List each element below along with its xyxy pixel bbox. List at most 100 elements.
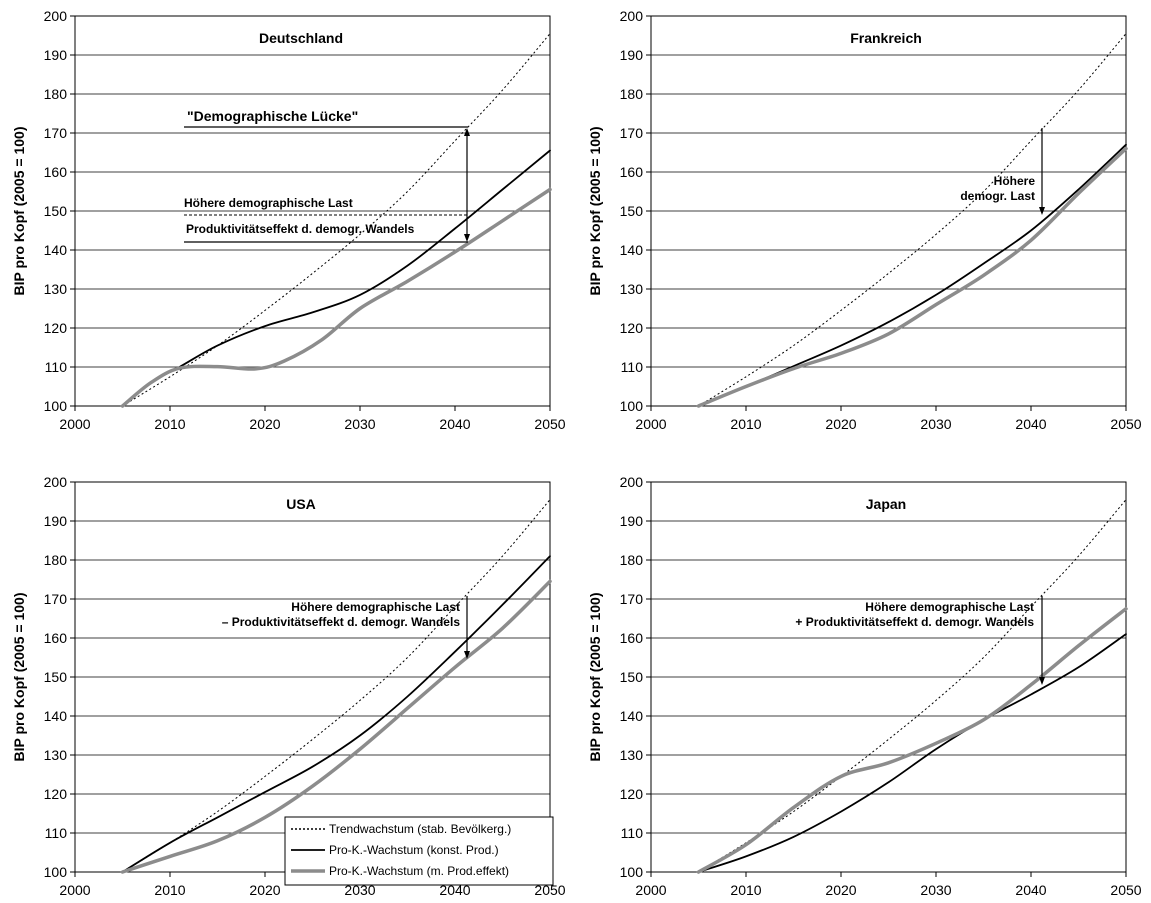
chart-panel-japan: Japan 100 110 120 130 140 150 160 170 180 190 200 2… xyxy=(587,474,1142,898)
y-axis-label: BIP pro Kopf (2005 = 100) xyxy=(11,593,27,762)
x-tick-label: 2050 xyxy=(1110,882,1141,898)
y-tick-label: 150 xyxy=(44,203,68,219)
legend-label-konst: Pro-K.-Wachstum (konst. Prod.) xyxy=(329,843,499,857)
annotation-produktivitaetseffekt: Produktivitätseffekt d. demogr. Wandels xyxy=(186,222,415,236)
x-tick-label: 2050 xyxy=(1110,416,1141,432)
y-tick-label: 100 xyxy=(620,864,644,880)
y-tick-label: 110 xyxy=(45,825,68,841)
y-tick-label: 130 xyxy=(620,747,644,763)
annotation-demogr-last: demogr. Last xyxy=(960,189,1035,203)
y-tick-label: 170 xyxy=(44,125,68,141)
annotation-group: Höhere demogr. Last xyxy=(960,128,1045,215)
y-tick-label: 170 xyxy=(44,591,68,607)
y-tick-label: 140 xyxy=(620,242,644,258)
y-tick-label: 150 xyxy=(620,203,644,219)
x-tick-label: 2020 xyxy=(249,882,280,898)
annotation-arrow-head-down xyxy=(464,651,470,659)
y-tick-label: 150 xyxy=(44,669,68,685)
series-line-prod-effekt xyxy=(120,187,552,408)
annotation-hoehere-last: Höhere demographische Last xyxy=(291,600,460,614)
series-line-trend xyxy=(698,33,1127,407)
y-tick-label: 200 xyxy=(620,474,644,490)
annotation-hoehere-last: Höhere demographische Last xyxy=(184,196,353,210)
chart-panel-deutschland: Deutschland 100 110 120 130 140 150 160 170 180 1… xyxy=(11,8,566,432)
y-tick-label: 180 xyxy=(44,552,68,568)
legend-label-prodeffekt: Pro-K.-Wachstum (m. Prod.effekt) xyxy=(329,864,509,878)
y-tick-label: 200 xyxy=(44,474,68,490)
annotation-group: Höhere demographische Last – Produktivit… xyxy=(222,596,470,659)
annotation-arrow-head-down xyxy=(464,234,470,242)
x-tick-label: 2040 xyxy=(439,882,470,898)
y-tick-label: 160 xyxy=(620,164,644,180)
chart-panel-frankreich: Frankreich 100 110 120 130 140 150 160 170 180 19… xyxy=(587,8,1142,432)
y-tick-label: 120 xyxy=(620,320,644,336)
annotation-arrow-head-up xyxy=(464,128,470,136)
x-tick-label: 2000 xyxy=(59,416,90,432)
y-tick-label: 130 xyxy=(44,281,68,297)
y-tick-label: 190 xyxy=(620,513,644,529)
plot-frame xyxy=(650,15,1127,407)
x-tick-label: 2000 xyxy=(635,416,666,432)
y-tick-label: 200 xyxy=(44,8,68,24)
x-tick-label: 2000 xyxy=(635,882,666,898)
x-tick-label: 2010 xyxy=(730,416,761,432)
series-line-konst-prod xyxy=(697,633,1127,873)
series-line-trend xyxy=(122,33,551,407)
series-line-trend xyxy=(698,499,1127,873)
y-tick-label: 170 xyxy=(620,125,644,141)
y-tick-label: 180 xyxy=(44,86,68,102)
x-tick-label: 2010 xyxy=(154,416,185,432)
y-tick-label: 140 xyxy=(44,708,68,724)
y-tick-label: 100 xyxy=(620,398,644,414)
y-tick-label: 150 xyxy=(620,669,644,685)
chart-legend: Trendwachstum (stab. Bevölkerg.) Pro-K.-… xyxy=(284,816,554,886)
panel-title: Japan xyxy=(866,496,906,512)
panel-title: Frankreich xyxy=(850,30,922,46)
y-tick-label: 100 xyxy=(44,864,68,880)
x-tick-label: 2010 xyxy=(154,882,185,898)
plot-frame xyxy=(74,15,551,407)
y-tick-label: 120 xyxy=(44,786,68,802)
y-tick-label: 130 xyxy=(44,747,68,763)
panel-title: Deutschland xyxy=(259,30,343,46)
y-tick-label: 100 xyxy=(44,398,68,414)
y-tick-label: 200 xyxy=(620,8,644,24)
y-tick-label: 160 xyxy=(44,164,68,180)
y-tick-label: 190 xyxy=(44,47,68,63)
y-tick-label: 160 xyxy=(620,630,644,646)
y-axis-label: BIP pro Kopf (2005 = 100) xyxy=(587,593,603,762)
y-tick-label: 110 xyxy=(45,359,68,375)
y-tick-label: 110 xyxy=(621,359,644,375)
x-tick-label: 2030 xyxy=(344,416,375,432)
annotation-group: "Demographische Lücke" Höhere demographi… xyxy=(184,108,470,243)
annotation-arrow-head-down xyxy=(1039,677,1045,685)
legend-label-trend: Trendwachstum (stab. Bevölkerg.) xyxy=(329,822,511,836)
y-tick-label: 170 xyxy=(620,591,644,607)
series-line-prod-effekt xyxy=(120,579,552,874)
y-axis-label: BIP pro Kopf (2005 = 100) xyxy=(587,127,603,296)
x-tick-label: 2040 xyxy=(1015,882,1046,898)
y-tick-label: 130 xyxy=(620,281,644,297)
plot-frame xyxy=(650,481,1127,873)
x-tick-label: 2050 xyxy=(534,416,565,432)
y-tick-label: 190 xyxy=(620,47,644,63)
y-tick-label: 120 xyxy=(44,320,68,336)
y-axis-label: BIP pro Kopf (2005 = 100) xyxy=(11,127,27,296)
series-line-prod-effekt xyxy=(696,607,1128,874)
chart-panel-usa: USA 100 110 120 130 140 150 160 170 180 190 200 200… xyxy=(11,474,566,898)
series-line-trend xyxy=(122,499,551,873)
annotation-demographische-luecke: "Demographische Lücke" xyxy=(187,108,358,124)
x-tick-label: 2040 xyxy=(439,416,470,432)
y-tick-label: 140 xyxy=(44,242,68,258)
annotation-arrow-head-down xyxy=(1039,207,1045,215)
y-tick-label: 120 xyxy=(620,786,644,802)
annotation-group: Höhere demographische Last + Produktivit… xyxy=(795,596,1045,685)
series-line-konst-prod xyxy=(121,555,551,873)
x-tick-label: 2020 xyxy=(249,416,280,432)
x-tick-label: 2030 xyxy=(920,416,951,432)
x-tick-label: 2030 xyxy=(344,882,375,898)
x-tick-label: 2000 xyxy=(59,882,90,898)
x-tick-label: 2010 xyxy=(730,882,761,898)
annotation-hoehere: Höhere xyxy=(994,174,1036,188)
y-tick-label: 190 xyxy=(44,513,68,529)
